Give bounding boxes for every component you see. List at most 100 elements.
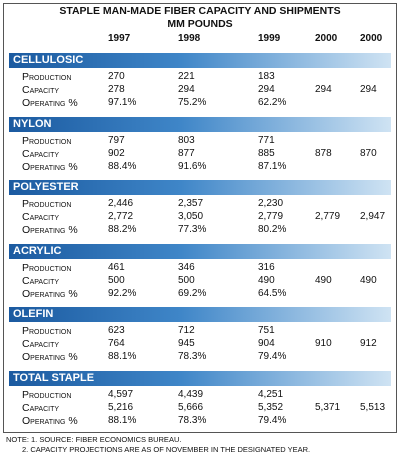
section-header: NYLON (9, 116, 391, 132)
cell: 2,357 (178, 198, 204, 209)
cell: 803 (178, 134, 195, 146)
cell: 91.6% (178, 160, 207, 172)
cell: 623 (108, 325, 125, 336)
cell: 771 (258, 134, 275, 146)
cell: 904 (258, 338, 275, 349)
cell: 270 (108, 71, 125, 82)
note: NOTE: 1. SOURCE: FIBER ECONOMICS BUREAU. (6, 435, 182, 444)
cell: 2,947 (360, 211, 386, 222)
row-label: Operating % (22, 287, 78, 300)
row-label: Production (22, 388, 72, 401)
row-label: Capacity (22, 211, 60, 223)
row-label: Operating % (22, 160, 78, 173)
cell: 910 (315, 338, 332, 349)
row-label: Production (22, 198, 72, 210)
cell: 5,513 (360, 401, 386, 413)
cell: 912 (360, 338, 377, 349)
note: 2. CAPACITY PROJECTIONS ARE AS OF NOVEMB… (22, 445, 311, 454)
section-header: POLYESTER (9, 180, 391, 195)
row-label: Production (22, 325, 72, 337)
cell: 945 (178, 338, 195, 349)
cell: 870 (360, 147, 377, 159)
cell: 88.4% (108, 160, 137, 172)
cell: 500 (108, 274, 125, 286)
cell: 88.2% (108, 224, 137, 235)
section-header: TOTAL STAPLE (9, 370, 391, 386)
cell: 5,216 (108, 401, 134, 413)
cell: 75.2% (178, 97, 207, 108)
cell: 79.4% (258, 351, 287, 362)
cell: 80.2% (258, 224, 287, 235)
subtitle: MM POUNDS (167, 18, 233, 30)
cell: 490 (360, 274, 377, 286)
column-header: 2000 (315, 33, 338, 44)
cell: 294 (360, 84, 377, 95)
cell: 2,779 (315, 211, 341, 222)
cell: 490 (258, 274, 275, 286)
cell: 500 (178, 274, 195, 286)
column-header: 2000 (360, 33, 383, 44)
row-label: Production (22, 134, 72, 147)
cell: 2,772 (108, 211, 134, 222)
cell: 712 (178, 325, 195, 336)
cell: 79.4% (258, 414, 287, 426)
cell: 69.2% (178, 287, 207, 299)
section-header: ACRYLIC (9, 243, 391, 259)
cell: 183 (258, 71, 275, 82)
cell: 2,230 (258, 198, 284, 209)
cell: 878 (315, 147, 332, 159)
cell: 88.1% (108, 351, 137, 362)
title: STAPLE MAN-MADE FIBER CAPACITY AND SHIPM… (59, 5, 341, 17)
cell: 902 (108, 147, 125, 159)
cell: 5,371 (315, 401, 341, 413)
cell: 316 (258, 261, 275, 273)
cell: 877 (178, 147, 195, 159)
cell: 4,597 (108, 388, 134, 400)
cell: 294 (315, 84, 332, 95)
cell: 490 (315, 274, 332, 286)
cell: 4,439 (178, 388, 204, 400)
row-label: Operating % (22, 224, 78, 236)
row-label: Production (22, 261, 72, 274)
cell: 294 (178, 84, 195, 95)
row-label: Capacity (22, 147, 60, 160)
section-header: OLEFIN (9, 307, 391, 322)
cell: 87.1% (258, 160, 287, 172)
cell: 64.5% (258, 287, 287, 299)
row-label: Operating % (22, 414, 78, 427)
row-label: Operating % (22, 97, 78, 109)
cell: 764 (108, 338, 125, 349)
cell: 751 (258, 325, 275, 336)
cell: 461 (108, 261, 125, 273)
cell: 221 (178, 71, 195, 82)
cell: 78.3% (178, 414, 207, 426)
row-label: Capacity (22, 84, 60, 96)
cell: 5,666 (178, 401, 204, 413)
row-label: Capacity (22, 401, 60, 414)
row-label: Capacity (22, 274, 60, 287)
column-header: 1997 (108, 33, 131, 44)
cell: 92.2% (108, 287, 137, 299)
cell: 77.3% (178, 224, 207, 235)
cell: 5,352 (258, 401, 284, 413)
cell: 2,779 (258, 211, 284, 222)
section-header: CELLULOSIC (9, 53, 391, 68)
row-label: Operating % (22, 351, 78, 363)
cell: 278 (108, 84, 125, 95)
cell: 4,251 (258, 388, 284, 400)
cell: 2,446 (108, 198, 134, 209)
cell: 97.1% (108, 97, 137, 108)
table-frame (3, 3, 397, 433)
column-header: 1998 (178, 33, 201, 44)
cell: 78.3% (178, 351, 207, 362)
cell: 797 (108, 134, 125, 146)
cell: 88.1% (108, 414, 137, 426)
cell: 62.2% (258, 97, 287, 108)
cell: 294 (258, 84, 275, 95)
row-label: Production (22, 71, 72, 83)
cell: 3,050 (178, 211, 204, 222)
cell: 885 (258, 147, 275, 159)
row-label: Capacity (22, 338, 60, 350)
column-header: 1999 (258, 33, 281, 44)
